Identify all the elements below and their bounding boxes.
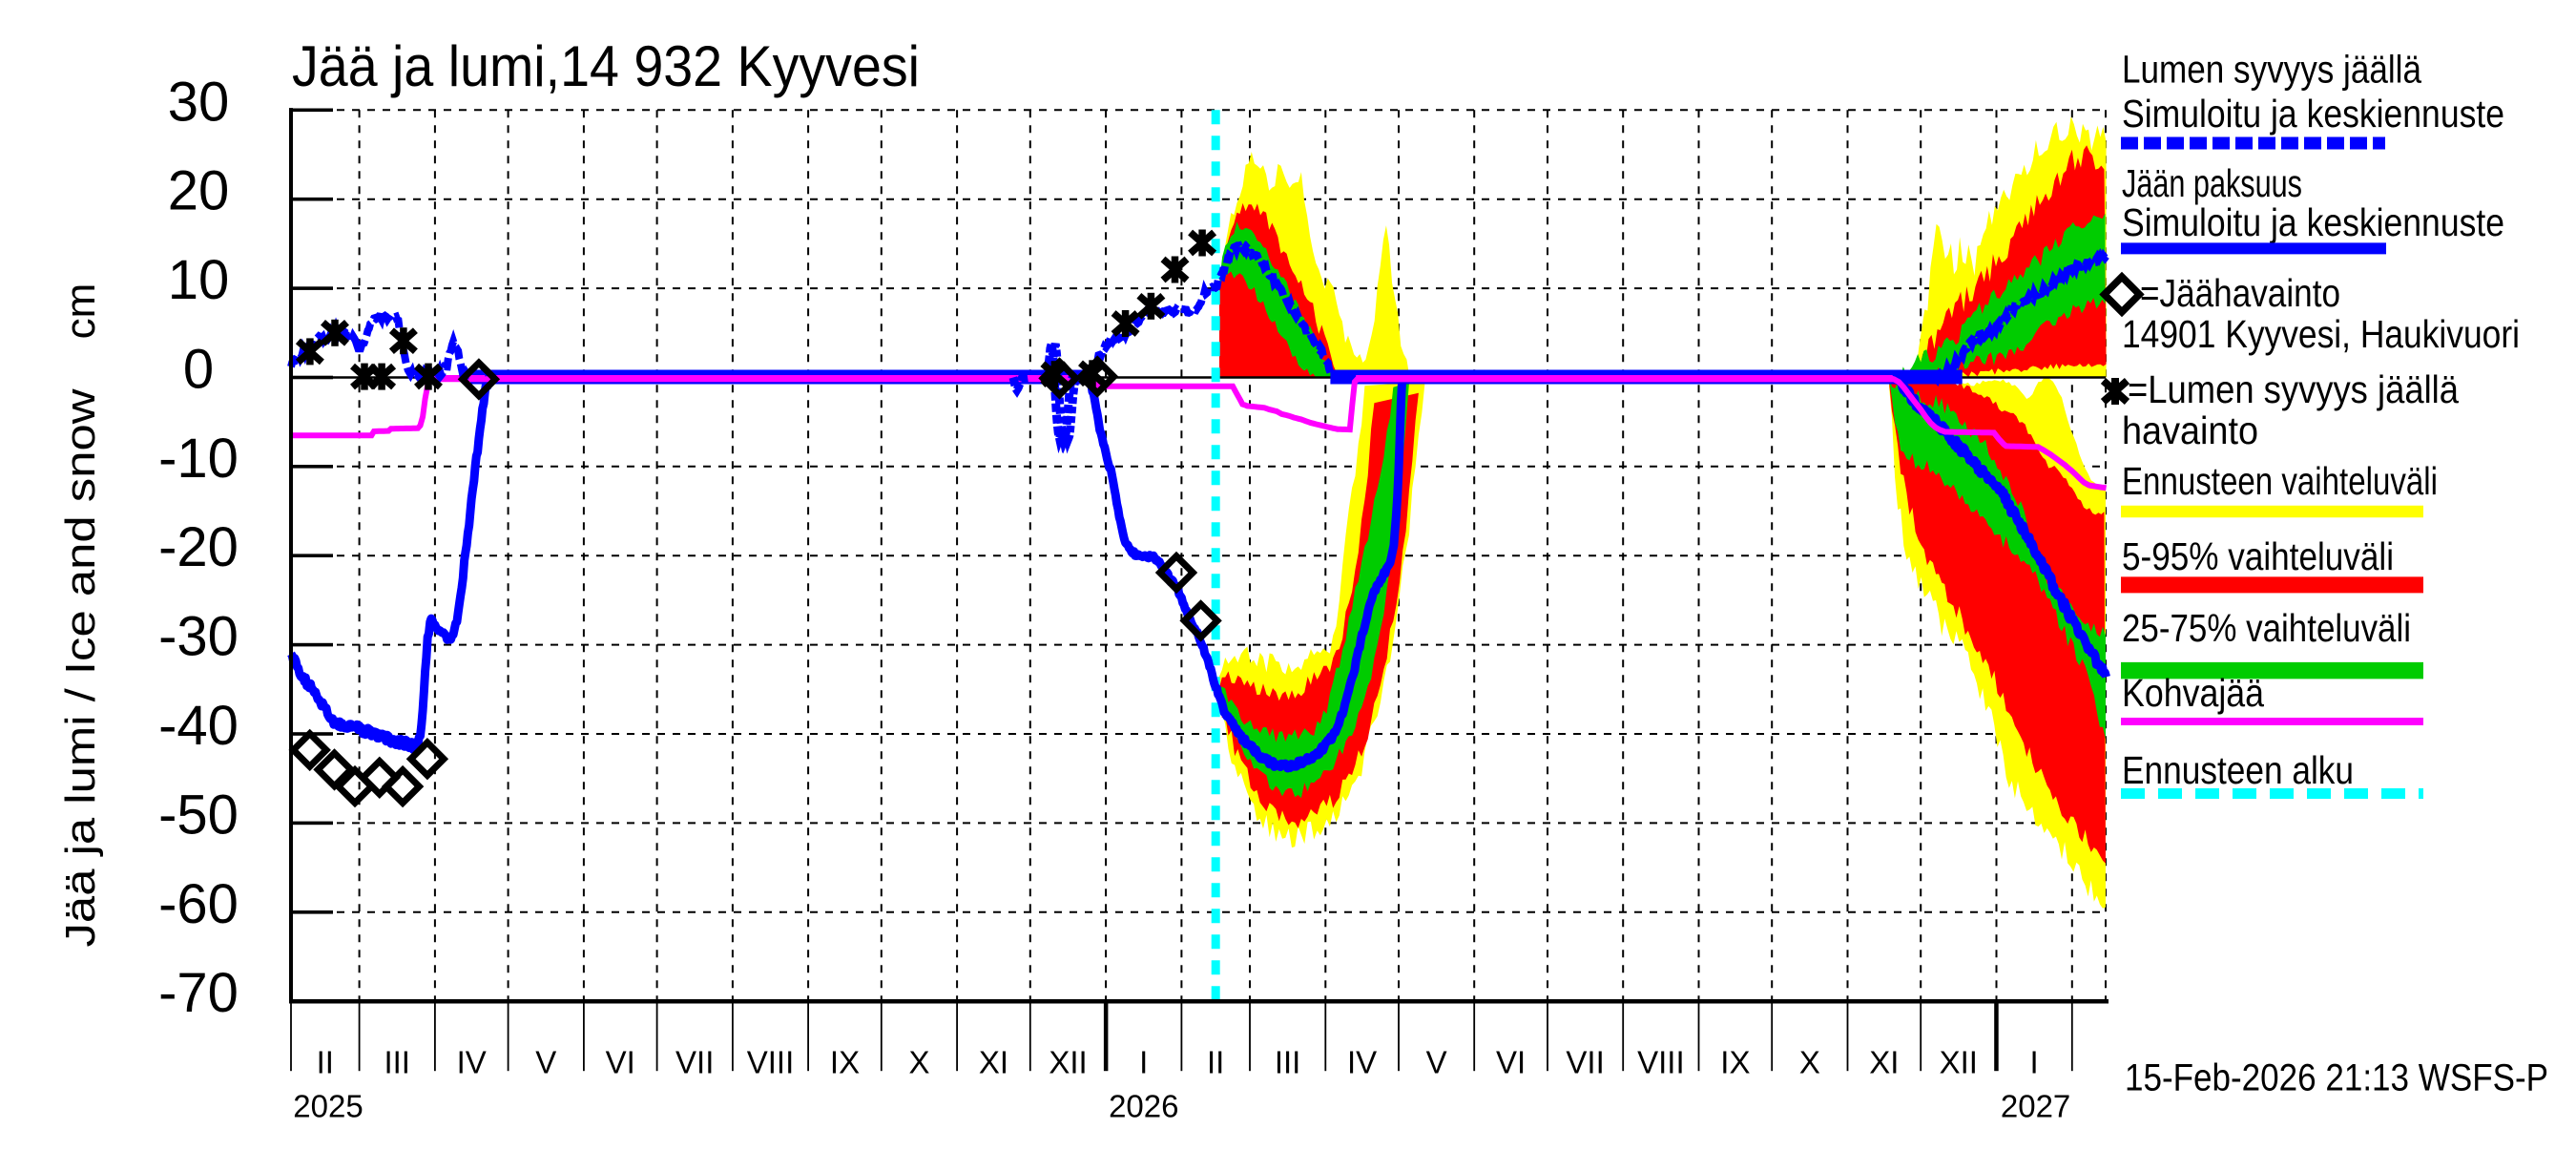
svg-text:14901 Kyyvesi, Haukivuori: 14901 Kyyvesi, Haukivuori [2122, 312, 2520, 356]
svg-text:III: III [1275, 1045, 1301, 1080]
svg-text:XII: XII [1049, 1045, 1087, 1080]
svg-text:Simuloitu ja keskiennuste: Simuloitu ja keskiennuste [2122, 200, 2504, 244]
svg-text:=Jäähavainto: =Jäähavainto [2140, 271, 2340, 315]
svg-text:30: 30 [168, 71, 230, 133]
svg-text:X: X [908, 1045, 929, 1080]
svg-text:-60: -60 [158, 873, 239, 935]
svg-text:Jää ja lumi,14 932 Kyyvesi: Jää ja lumi,14 932 Kyyvesi [292, 34, 920, 98]
svg-text:15-Feb-2026 21:13 WSFS-P: 15-Feb-2026 21:13 WSFS-P [2125, 1056, 2548, 1098]
svg-text:Jään paksuus: Jään paksuus [2122, 161, 2302, 205]
svg-text:2025: 2025 [293, 1089, 363, 1124]
svg-text:havainto: havainto [2122, 408, 2258, 452]
svg-text:IX: IX [830, 1045, 860, 1080]
svg-text:I: I [2030, 1045, 2039, 1080]
svg-text:XII: XII [1940, 1045, 1978, 1080]
svg-text:V: V [1426, 1045, 1447, 1080]
svg-text:IV: IV [1347, 1045, 1377, 1080]
svg-text:XI: XI [979, 1045, 1008, 1080]
svg-text:VI: VI [606, 1045, 635, 1080]
svg-text:25-75% vaihteluväli: 25-75% vaihteluväli [2122, 606, 2411, 650]
svg-text:-10: -10 [158, 428, 239, 490]
svg-text:-30: -30 [158, 606, 239, 668]
svg-text:cm: cm [57, 283, 104, 340]
svg-text:Kohvajää: Kohvajää [2122, 671, 2264, 715]
svg-text:10: 10 [168, 249, 230, 311]
svg-text:II: II [317, 1045, 334, 1080]
svg-text:Ennusteen vaihteluväli: Ennusteen vaihteluväli [2122, 459, 2438, 503]
svg-text:20: 20 [168, 160, 230, 222]
svg-text:Lumen syvyys jäällä: Lumen syvyys jäällä [2122, 48, 2421, 92]
svg-text:X: X [1799, 1045, 1820, 1080]
svg-text:2027: 2027 [2001, 1089, 2070, 1124]
svg-text:VI: VI [1496, 1045, 1526, 1080]
svg-text:IX: IX [1720, 1045, 1750, 1080]
svg-text:-20: -20 [158, 516, 239, 578]
svg-text:5-95% vaihteluväli: 5-95% vaihteluväli [2122, 534, 2394, 578]
svg-text:VII: VII [1566, 1045, 1604, 1080]
svg-text:II: II [1207, 1045, 1224, 1080]
svg-text:Simuloitu ja keskiennuste: Simuloitu ja keskiennuste [2122, 92, 2504, 136]
svg-text:-40: -40 [158, 695, 239, 757]
svg-text:-70: -70 [158, 962, 239, 1024]
svg-text:2026: 2026 [1109, 1089, 1178, 1124]
svg-text:0: 0 [183, 339, 214, 401]
svg-text:=Lumen syvyys jäällä: =Lumen syvyys jäällä [2128, 367, 2459, 411]
svg-text:XI: XI [1869, 1045, 1899, 1080]
svg-text:III: III [384, 1045, 410, 1080]
svg-text:I: I [1139, 1045, 1148, 1080]
svg-text:Jää ja lumi / Ice and snow: Jää ja lumi / Ice and snow [57, 388, 104, 947]
svg-text:V: V [535, 1045, 556, 1080]
svg-text:VIII: VIII [1637, 1045, 1685, 1080]
svg-text:-50: -50 [158, 784, 239, 846]
svg-text:IV: IV [457, 1045, 487, 1080]
svg-text:Ennusteen alku: Ennusteen alku [2122, 748, 2354, 792]
svg-text:VIII: VIII [747, 1045, 795, 1080]
svg-text:VII: VII [675, 1045, 714, 1080]
